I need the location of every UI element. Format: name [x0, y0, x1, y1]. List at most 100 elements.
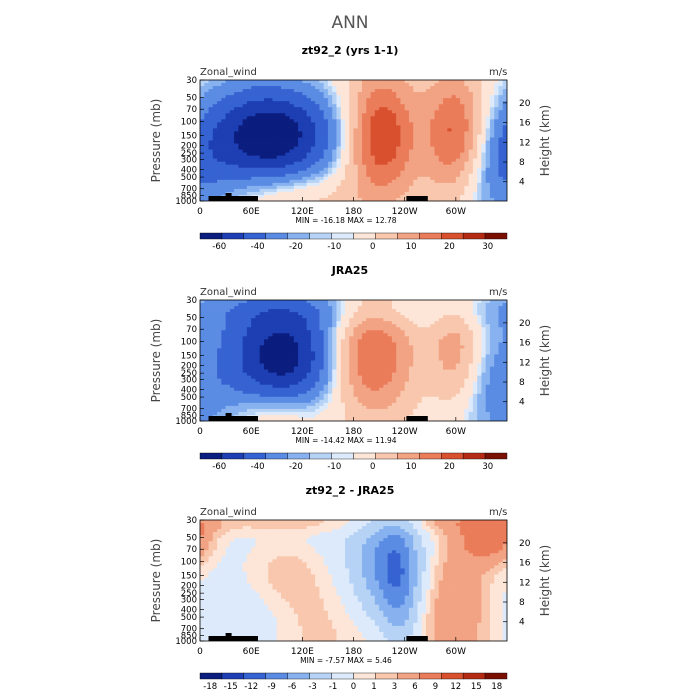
topography-mark	[419, 636, 428, 641]
colorbar-swatch	[375, 672, 398, 680]
x-tick-label: 120E	[291, 647, 314, 657]
colorbar-tick-label: -20	[289, 242, 303, 252]
colorbar-tick-label: 30	[482, 462, 493, 472]
heatmap-field	[200, 80, 507, 201]
topography-mark	[406, 636, 428, 641]
stats-label: MIN = -7.57 MAX = 5.46	[300, 656, 392, 665]
colorbar: -60 -40 -20 -10 0 10 20 30	[199, 452, 508, 472]
colorbar-swatch	[199, 452, 223, 460]
y-axis-label: Pressure (mb)	[149, 539, 163, 623]
colorbar-swatch	[462, 452, 486, 460]
height-tick-label: 20	[519, 319, 531, 329]
x-tick-label: 60W	[446, 207, 466, 217]
y-axis-label: Pressure (mb)	[149, 319, 163, 403]
colorbar: -18 -15 -12 -9 -6 -3 -1 0 1 3 6 9 12 15 18	[199, 672, 508, 692]
x-tick-label: 60W	[446, 647, 466, 657]
colorbar-tick-label: -40	[251, 462, 265, 472]
colorbar-tick-label: 20	[444, 462, 455, 472]
colorbar-swatch	[419, 232, 442, 240]
topography-mark	[225, 413, 232, 421]
colorbar-tick-label: 0	[370, 242, 375, 252]
height-tick-label: 16	[519, 559, 531, 569]
x-tick-label: 120W	[392, 647, 418, 657]
y-tick-label: 300	[181, 155, 197, 165]
colorbar-swatch	[441, 452, 464, 460]
stats-label: MIN = -16.18 MAX = 12.78	[295, 216, 396, 225]
colorbar-tick-label: -60	[212, 462, 226, 472]
colorbar-tick-label: -15	[224, 682, 238, 692]
y-axis-label-right: Height (km)	[538, 545, 552, 616]
y-tick-label: 850	[181, 631, 197, 641]
y-tick-label: 30	[186, 76, 197, 86]
colorbar-swatch	[441, 672, 464, 680]
colorbar-swatch	[375, 232, 398, 240]
topography-mark	[208, 196, 233, 201]
height-tick-label: 8	[519, 598, 525, 608]
colorbar-tick-label: 6	[412, 682, 417, 692]
y-tick-label: 50	[186, 314, 197, 324]
variable-label: Zonal_wind	[200, 507, 257, 518]
colorbar-tick-label: -9	[267, 682, 275, 692]
chart-panel-1: zt92_2 (yrs 1-1)Zonal_wind m/s30507010015…	[149, 44, 552, 252]
y-tick-label: 50	[186, 94, 197, 104]
x-tick-label: 0	[197, 427, 203, 437]
colorbar-swatch	[331, 452, 354, 460]
colorbar-swatch	[265, 452, 288, 460]
colorbar-swatch	[309, 232, 332, 240]
colorbar-swatch	[484, 452, 508, 460]
colorbar-swatch	[287, 232, 310, 240]
colorbar-tick-label: -1	[329, 682, 337, 692]
y-tick-label: 100	[181, 338, 197, 348]
colorbar-tick-label: 0	[351, 682, 356, 692]
colorbar: -60 -40 -20 -10 0 10 20 30	[199, 232, 508, 252]
y-tick-label: 70	[186, 545, 197, 555]
y-tick-label: 400	[181, 605, 197, 615]
colorbar-swatch	[221, 452, 245, 460]
y-tick-label: 300	[181, 595, 197, 605]
colorbar-swatch	[265, 232, 288, 240]
colorbar-tick-label: -10	[327, 242, 341, 252]
y-tick-label: 200	[181, 361, 197, 371]
topography-mark	[235, 416, 248, 421]
height-tick-label: 8	[519, 158, 525, 168]
height-tick-label: 12	[519, 138, 530, 148]
y-tick-label: 850	[181, 411, 197, 421]
heatmap-field	[200, 520, 507, 641]
colorbar-tick-label: 1	[371, 682, 376, 692]
colorbar-swatch	[375, 452, 398, 460]
y-tick-label: 100	[181, 118, 197, 128]
colorbar-tick-label: 3	[392, 682, 397, 692]
colorbar-tick-label: 30	[482, 242, 493, 252]
variable-label: Zonal_wind	[200, 67, 257, 78]
topography-mark	[406, 196, 428, 201]
y-tick-label: 1000	[175, 637, 197, 647]
colorbar-swatch	[243, 452, 266, 460]
topography-mark	[235, 636, 248, 641]
colorbar-tick-label: 18	[491, 682, 502, 692]
panel-title: JRA25	[331, 264, 368, 277]
colorbar-swatch	[419, 672, 442, 680]
colorbar-swatch	[462, 672, 486, 680]
y-tick-label: 500	[181, 393, 197, 403]
colorbar-tick-label: -10	[327, 462, 341, 472]
colorbar-swatch	[484, 232, 508, 240]
y-tick-label: 150	[181, 352, 197, 362]
y-tick-label: 400	[181, 165, 197, 175]
panel-title: zt92_2 (yrs 1-1)	[302, 44, 399, 57]
x-tick-label: 120W	[392, 427, 418, 437]
colorbar-tick-label: 10	[406, 462, 417, 472]
colorbar-tick-label: 12	[450, 682, 461, 692]
colorbar-swatch	[221, 232, 245, 240]
y-tick-label: 250	[181, 149, 197, 159]
figure-title: ANN	[331, 13, 368, 33]
x-tick-label: 60E	[243, 427, 260, 437]
colorbar-swatch	[287, 672, 310, 680]
colorbar-swatch	[287, 452, 310, 460]
colorbar-swatch	[243, 232, 266, 240]
height-tick-label: 4	[519, 398, 525, 408]
colorbar-swatch	[353, 232, 376, 240]
topography-mark	[235, 196, 248, 201]
height-tick-label: 16	[519, 119, 531, 129]
units-label: m/s	[489, 67, 507, 78]
colorbar-swatch	[419, 452, 442, 460]
